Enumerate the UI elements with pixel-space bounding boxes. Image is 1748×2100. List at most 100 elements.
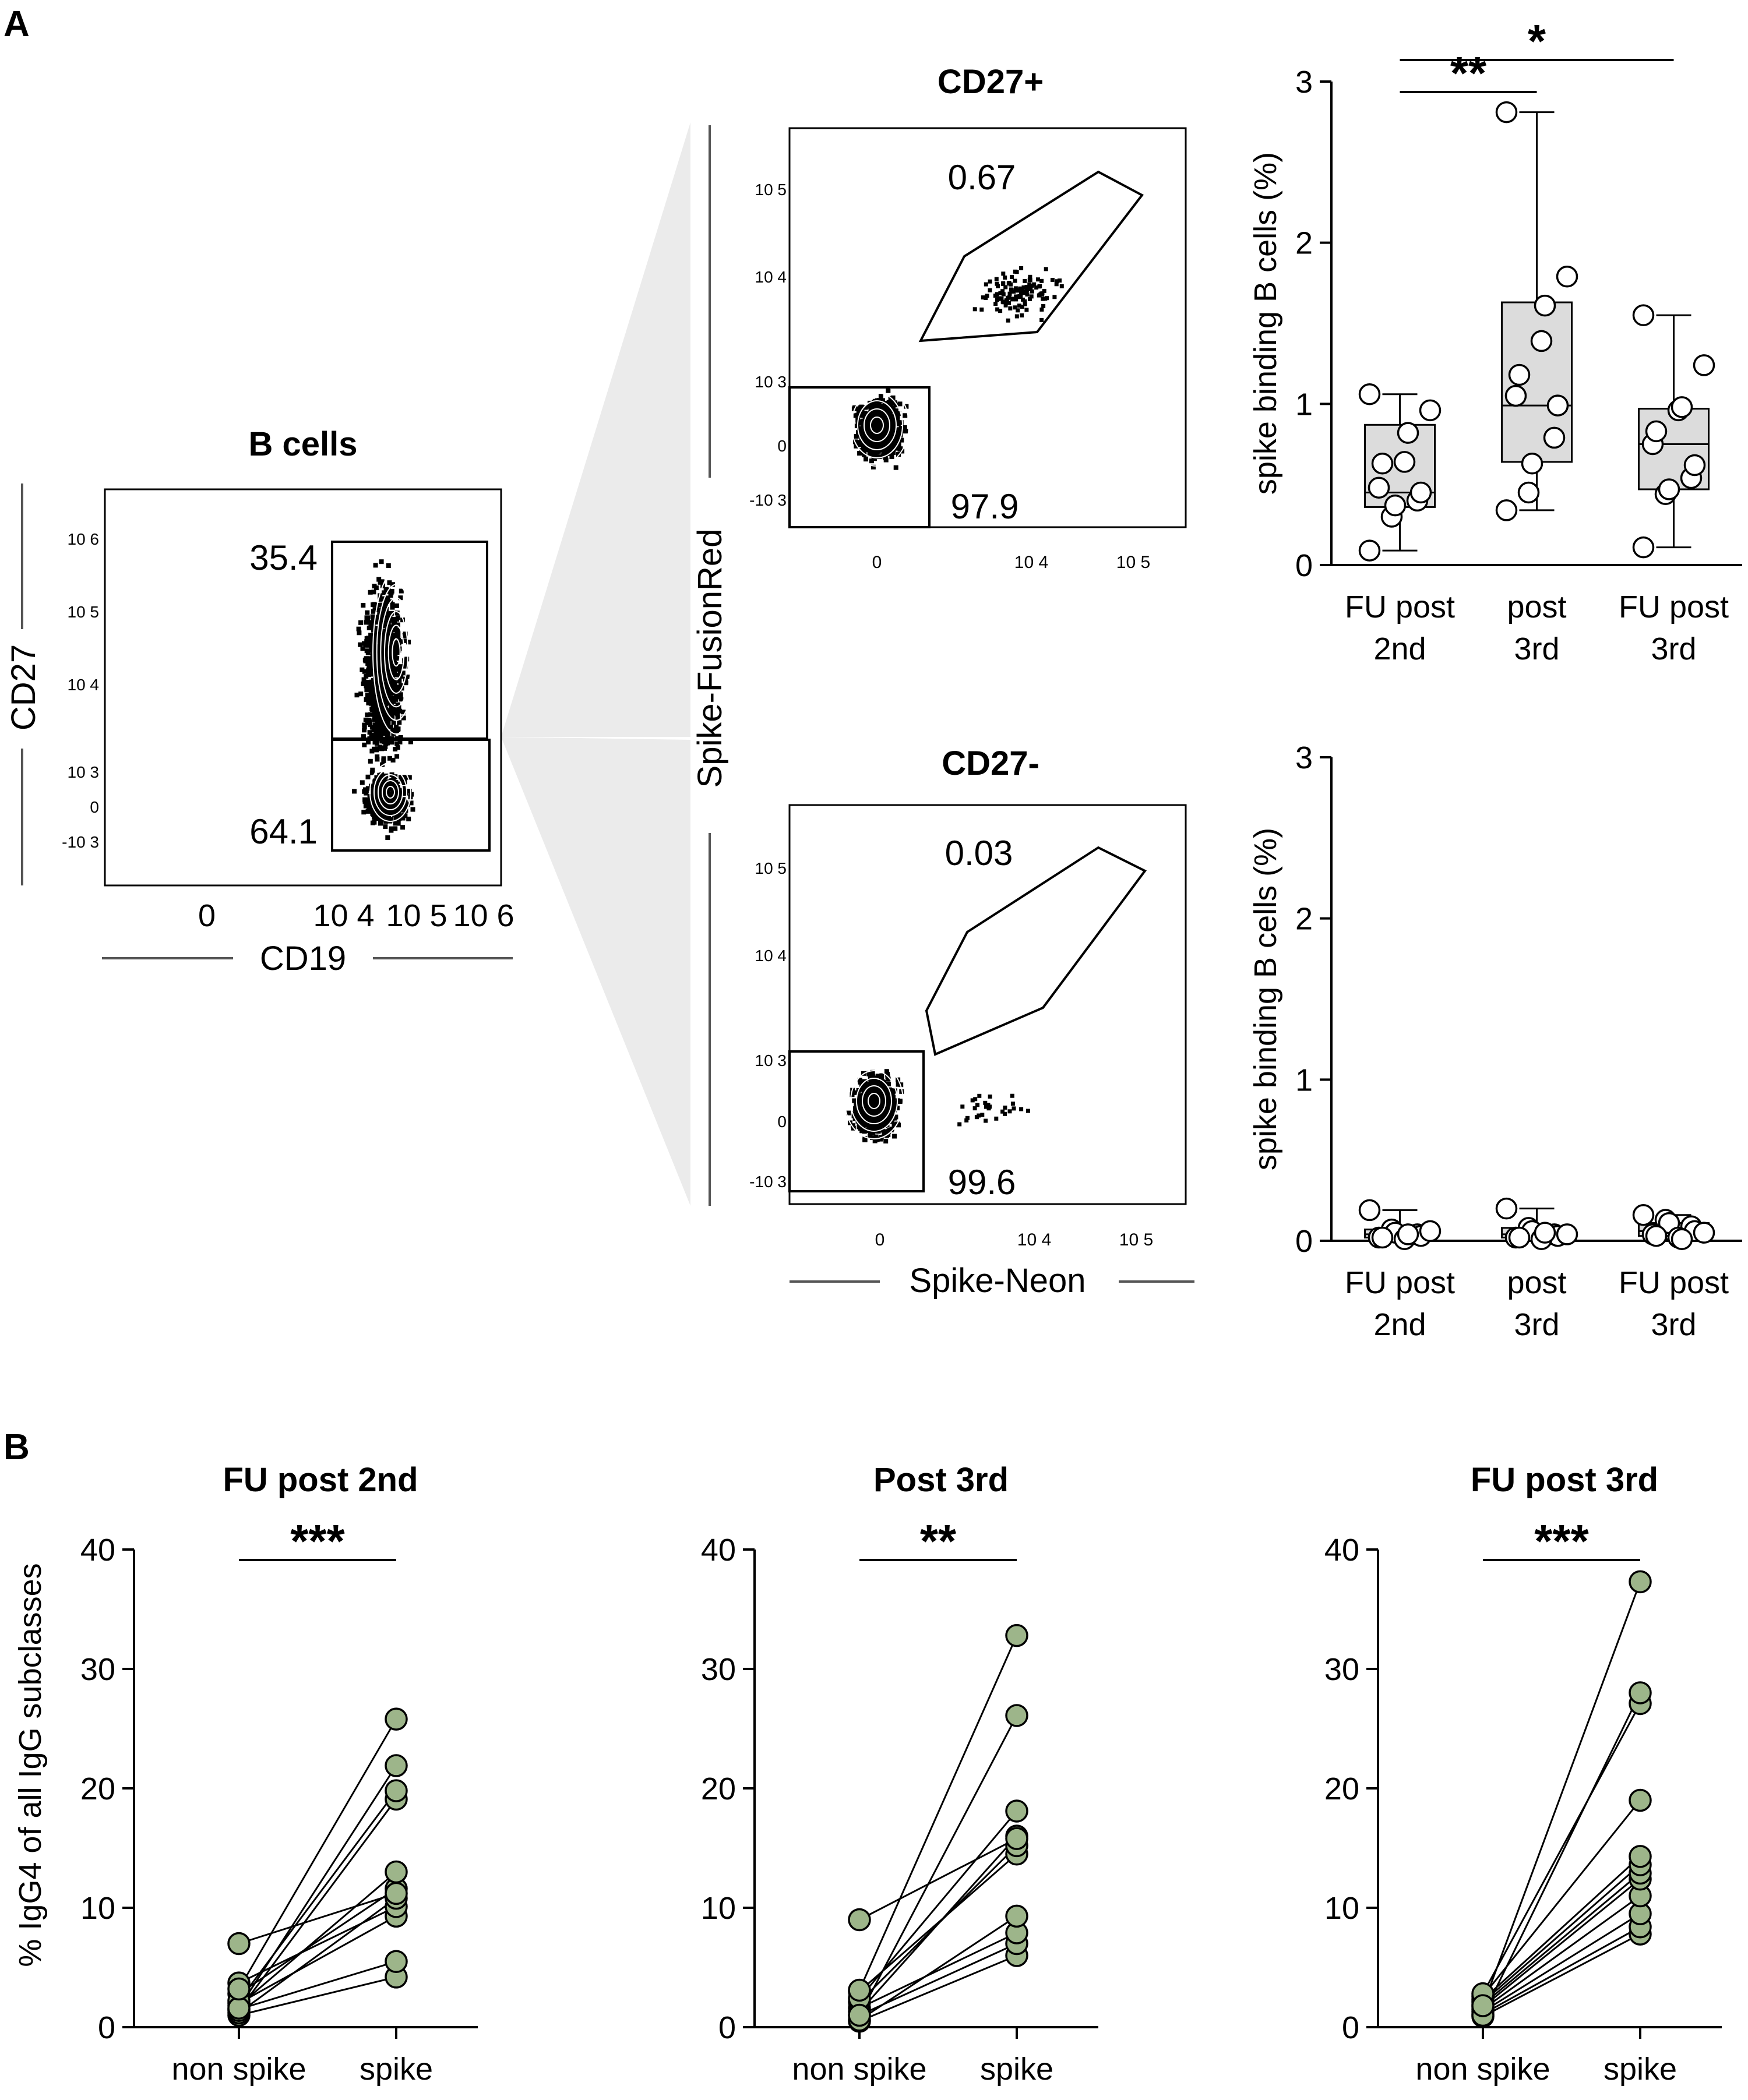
event-dot (402, 775, 407, 781)
data-point (1495, 1197, 1518, 1220)
event-dot (358, 691, 364, 697)
event-dot (374, 747, 379, 753)
pair-line (238, 1871, 397, 2007)
event-dot (372, 698, 378, 703)
event-dot (879, 415, 884, 420)
data-point (1358, 383, 1381, 405)
x-category-label: 2nd (1373, 631, 1426, 666)
event-dot (852, 1090, 858, 1095)
event-dot (875, 1111, 880, 1116)
event-dot (382, 608, 387, 613)
event-dot (397, 739, 403, 744)
event-dot (396, 821, 401, 826)
event-dot (994, 1116, 999, 1121)
event-dot (1010, 1102, 1015, 1106)
event-dot (1003, 1105, 1007, 1110)
event-dot (886, 1103, 891, 1109)
event-dot (864, 457, 868, 462)
event-dot (390, 698, 396, 703)
chart-title: FU post 3rd (1471, 1461, 1658, 1499)
event-dot (865, 1121, 870, 1127)
event-dot (1042, 288, 1046, 293)
y-tick-label: 3 (1295, 65, 1313, 100)
y-tick-label: 40 (701, 1533, 736, 1568)
event-dot (1014, 294, 1019, 299)
event-dot (399, 674, 404, 679)
event-dot (873, 1134, 879, 1139)
event-dot (362, 742, 367, 747)
event-dot (381, 788, 386, 792)
event-dot (374, 775, 379, 780)
pair-line (1482, 1895, 1641, 2010)
event-dot (384, 727, 389, 732)
y-tick-label: 30 (80, 1652, 115, 1687)
event-dot (859, 413, 864, 418)
event-dot (395, 745, 400, 750)
event-dot (372, 704, 377, 709)
x-category-label: spike (1603, 2052, 1677, 2087)
event-dot (396, 638, 401, 643)
event-dot (891, 405, 896, 410)
paired-plot-fu-post-2nd: FU post 2nd 0 10 20 30 40 % IgG4 of all IgG su… (13, 1461, 478, 2087)
event-dot (875, 444, 879, 450)
event-dot (365, 809, 371, 814)
event-dot (362, 722, 367, 728)
flow-density-bcells (352, 559, 420, 840)
event-dot (1001, 271, 1006, 276)
gate-label-cd27neg-spike: 0.03 (945, 834, 1013, 873)
event-dot (390, 688, 396, 693)
event-dot (984, 1118, 988, 1123)
event-dot (853, 1116, 858, 1120)
event-dot (880, 398, 886, 403)
event-dot (878, 1075, 883, 1080)
event-dot (868, 406, 873, 411)
event-dot (889, 420, 894, 425)
event-dot (374, 629, 379, 634)
event-dot (857, 1094, 862, 1099)
event-dot (866, 1092, 871, 1097)
event-dot (863, 439, 868, 444)
event-dot (854, 1109, 859, 1114)
event-dot (903, 429, 908, 434)
event-dot (409, 792, 414, 797)
y-tick-label: 2 (1295, 902, 1313, 937)
event-dot (369, 623, 375, 628)
xtick-bcells-1: 10 4 (313, 898, 374, 933)
event-dot (869, 1103, 875, 1108)
event-dot (397, 678, 402, 683)
pair-line (1482, 1864, 1641, 2003)
event-dot (372, 602, 377, 607)
event-dot (400, 670, 406, 676)
event-dot (975, 1103, 979, 1107)
event-dot (368, 665, 373, 669)
event-dot (357, 630, 362, 636)
event-dot (366, 686, 371, 691)
event-dot (373, 662, 379, 667)
event-dot (401, 715, 406, 721)
x-category-label: FU post (1619, 590, 1729, 624)
event-dot (859, 1079, 864, 1084)
event-dot (390, 582, 396, 587)
event-dot (376, 615, 381, 620)
event-dot (852, 1098, 857, 1103)
data-point (1368, 477, 1390, 499)
event-dot (375, 678, 380, 683)
ytick-bcells-5: -10 3 (62, 833, 99, 851)
event-dot (361, 677, 366, 682)
event-dot (393, 666, 398, 672)
event-dot (1034, 285, 1039, 290)
event-dot (368, 700, 373, 705)
y-tick-label: 1 (1295, 1063, 1313, 1097)
density-contour (844, 384, 910, 467)
event-dot (854, 1102, 859, 1107)
pair-line (1482, 1703, 1641, 1995)
event-dot (364, 620, 369, 625)
event-dot (373, 712, 378, 718)
event-dot (1000, 1109, 1005, 1114)
event-dot (999, 296, 1004, 301)
event-dot (406, 816, 411, 821)
density-contour (844, 1063, 904, 1139)
event-dot (385, 690, 390, 695)
event-dot (861, 423, 866, 429)
event-dot (869, 1096, 875, 1102)
